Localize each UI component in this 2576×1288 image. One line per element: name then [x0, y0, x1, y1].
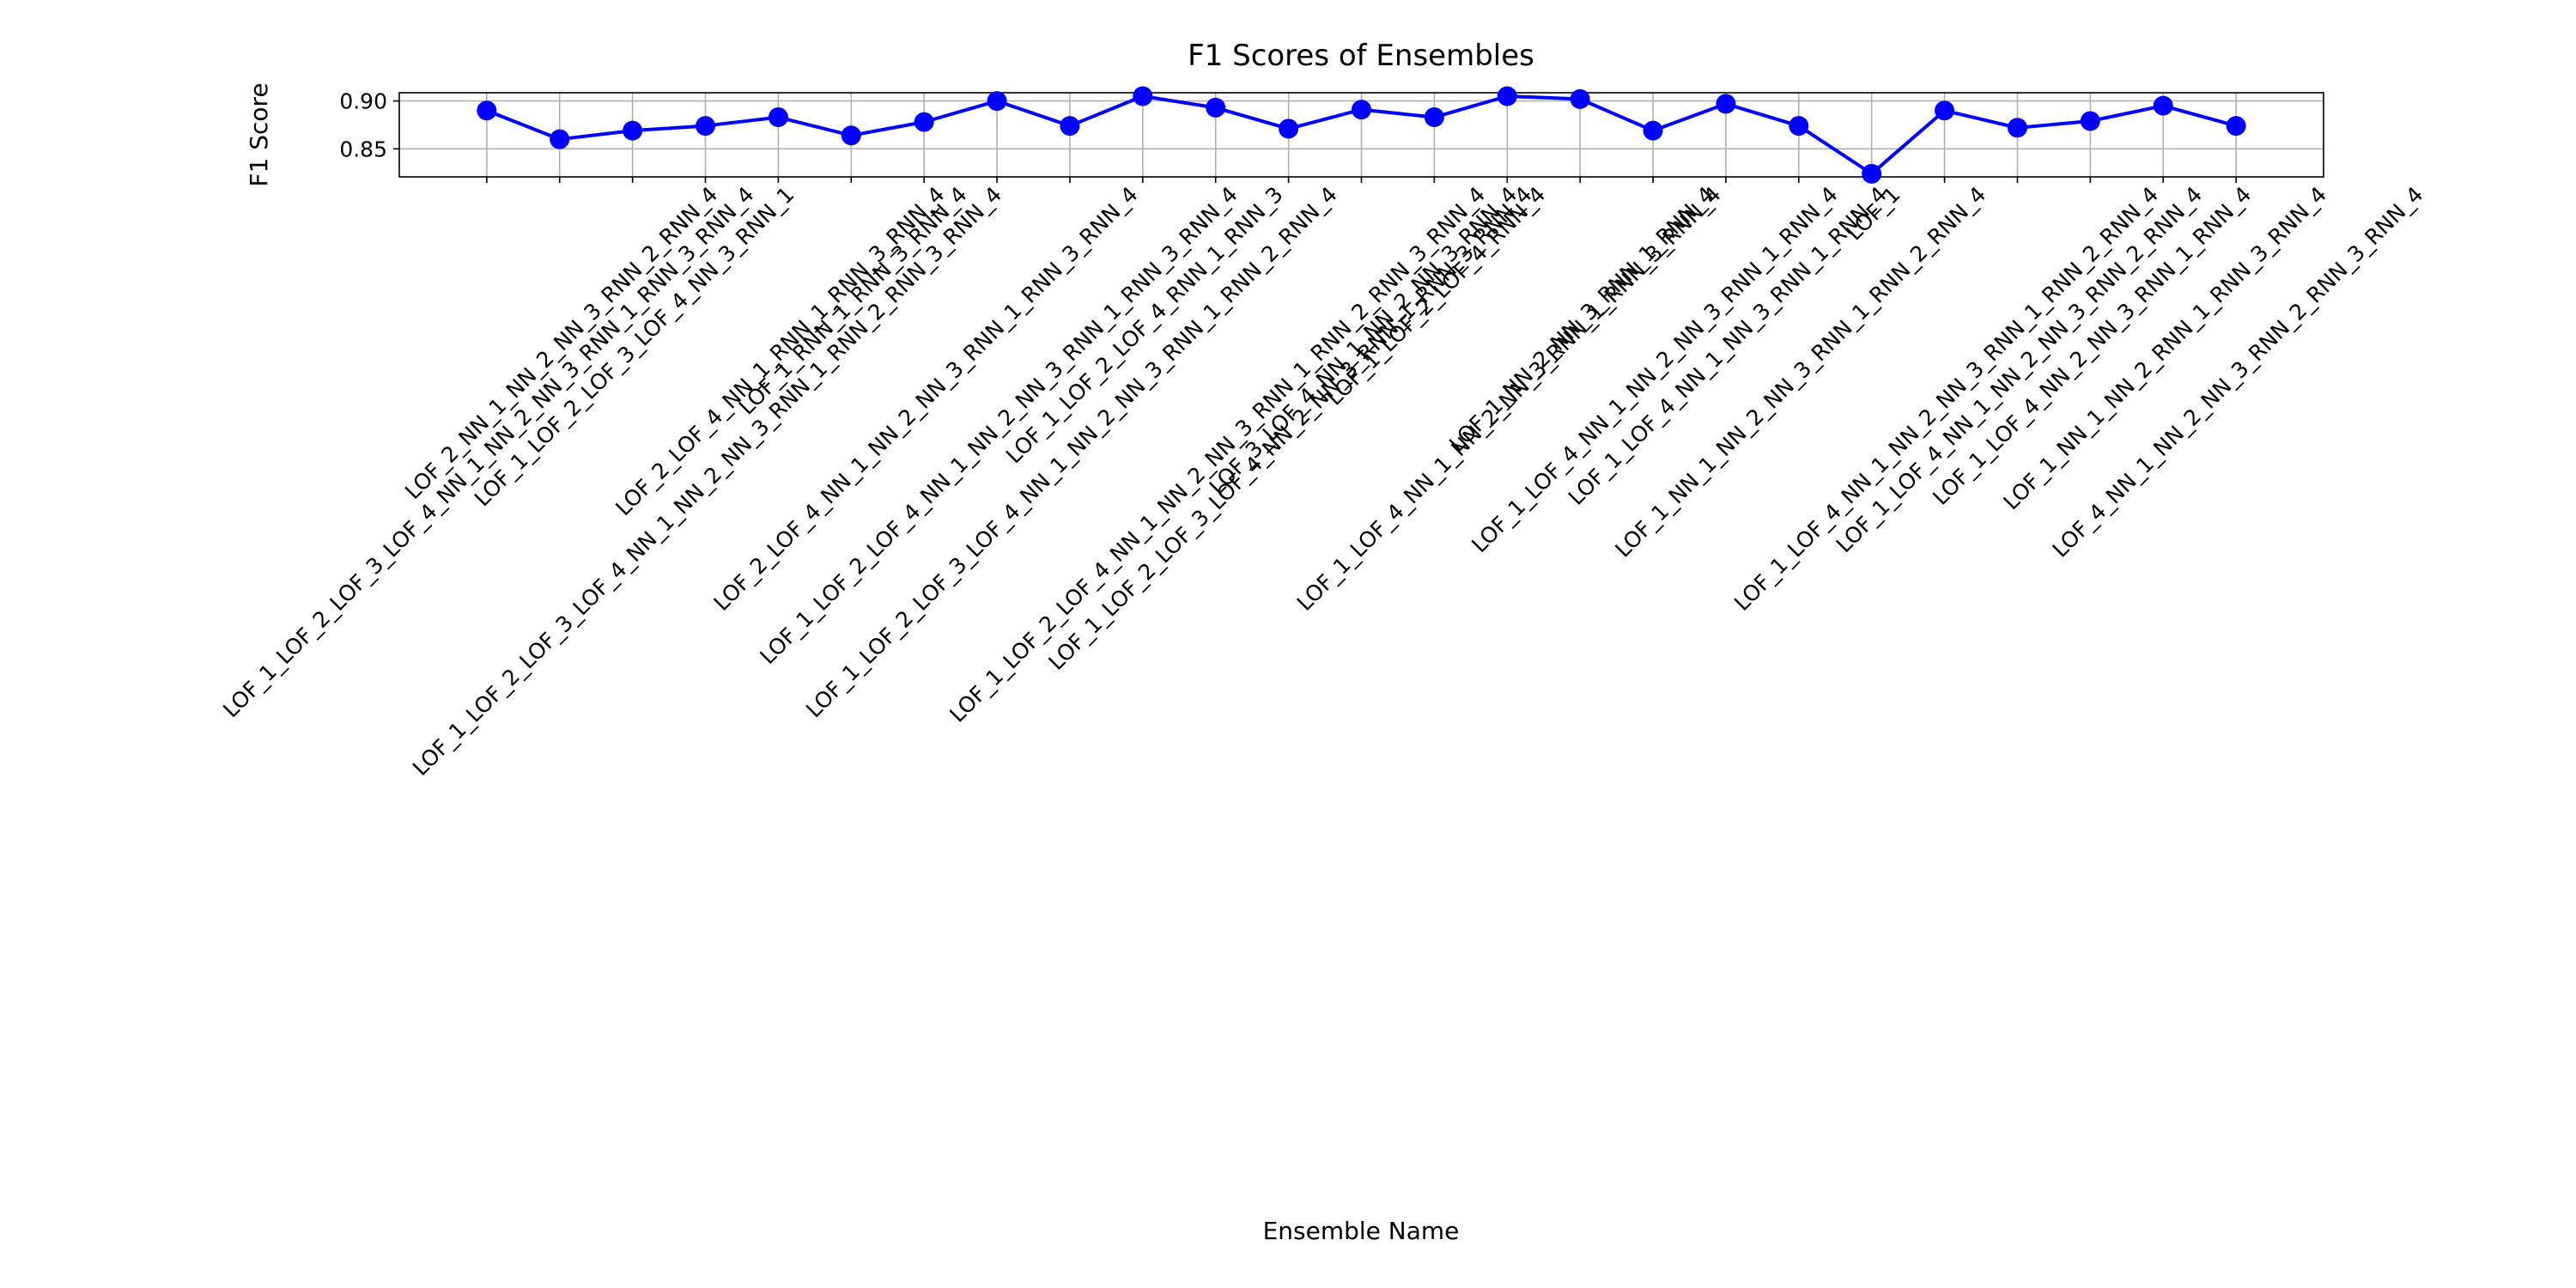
point [1352, 100, 1371, 120]
y-axis-label: F1 Score [245, 82, 273, 186]
point [550, 129, 570, 149]
point [2080, 111, 2100, 131]
point [1279, 118, 1299, 139]
point [1643, 120, 1663, 141]
point [1570, 88, 1590, 109]
point [1789, 116, 1809, 137]
point [1862, 163, 1882, 184]
point [477, 100, 497, 121]
point [2007, 118, 2027, 138]
point [1497, 86, 1517, 106]
point [1060, 116, 1080, 137]
x-axis-label: Ensemble Name [1263, 1217, 1460, 1245]
point [1935, 100, 1955, 121]
point [1133, 86, 1153, 106]
point [1716, 94, 1736, 114]
point [2153, 95, 2173, 116]
point [623, 120, 643, 141]
point [1424, 107, 1444, 128]
point [2226, 116, 2246, 137]
point [696, 116, 716, 137]
point [914, 112, 934, 132]
y-tick-label: 0.90 [339, 89, 387, 114]
point [987, 91, 1007, 112]
point [768, 107, 788, 128]
chart-title: F1 Scores of Ensembles [1188, 39, 1534, 73]
y-tick-label: 0.85 [339, 137, 387, 161]
axes-frame [398, 92, 2324, 178]
point [1206, 97, 1226, 118]
point [841, 125, 861, 146]
